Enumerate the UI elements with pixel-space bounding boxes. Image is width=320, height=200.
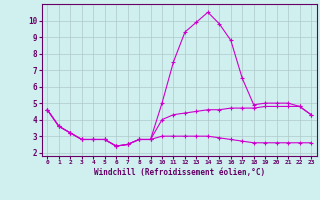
X-axis label: Windchill (Refroidissement éolien,°C): Windchill (Refroidissement éolien,°C): [94, 168, 265, 177]
